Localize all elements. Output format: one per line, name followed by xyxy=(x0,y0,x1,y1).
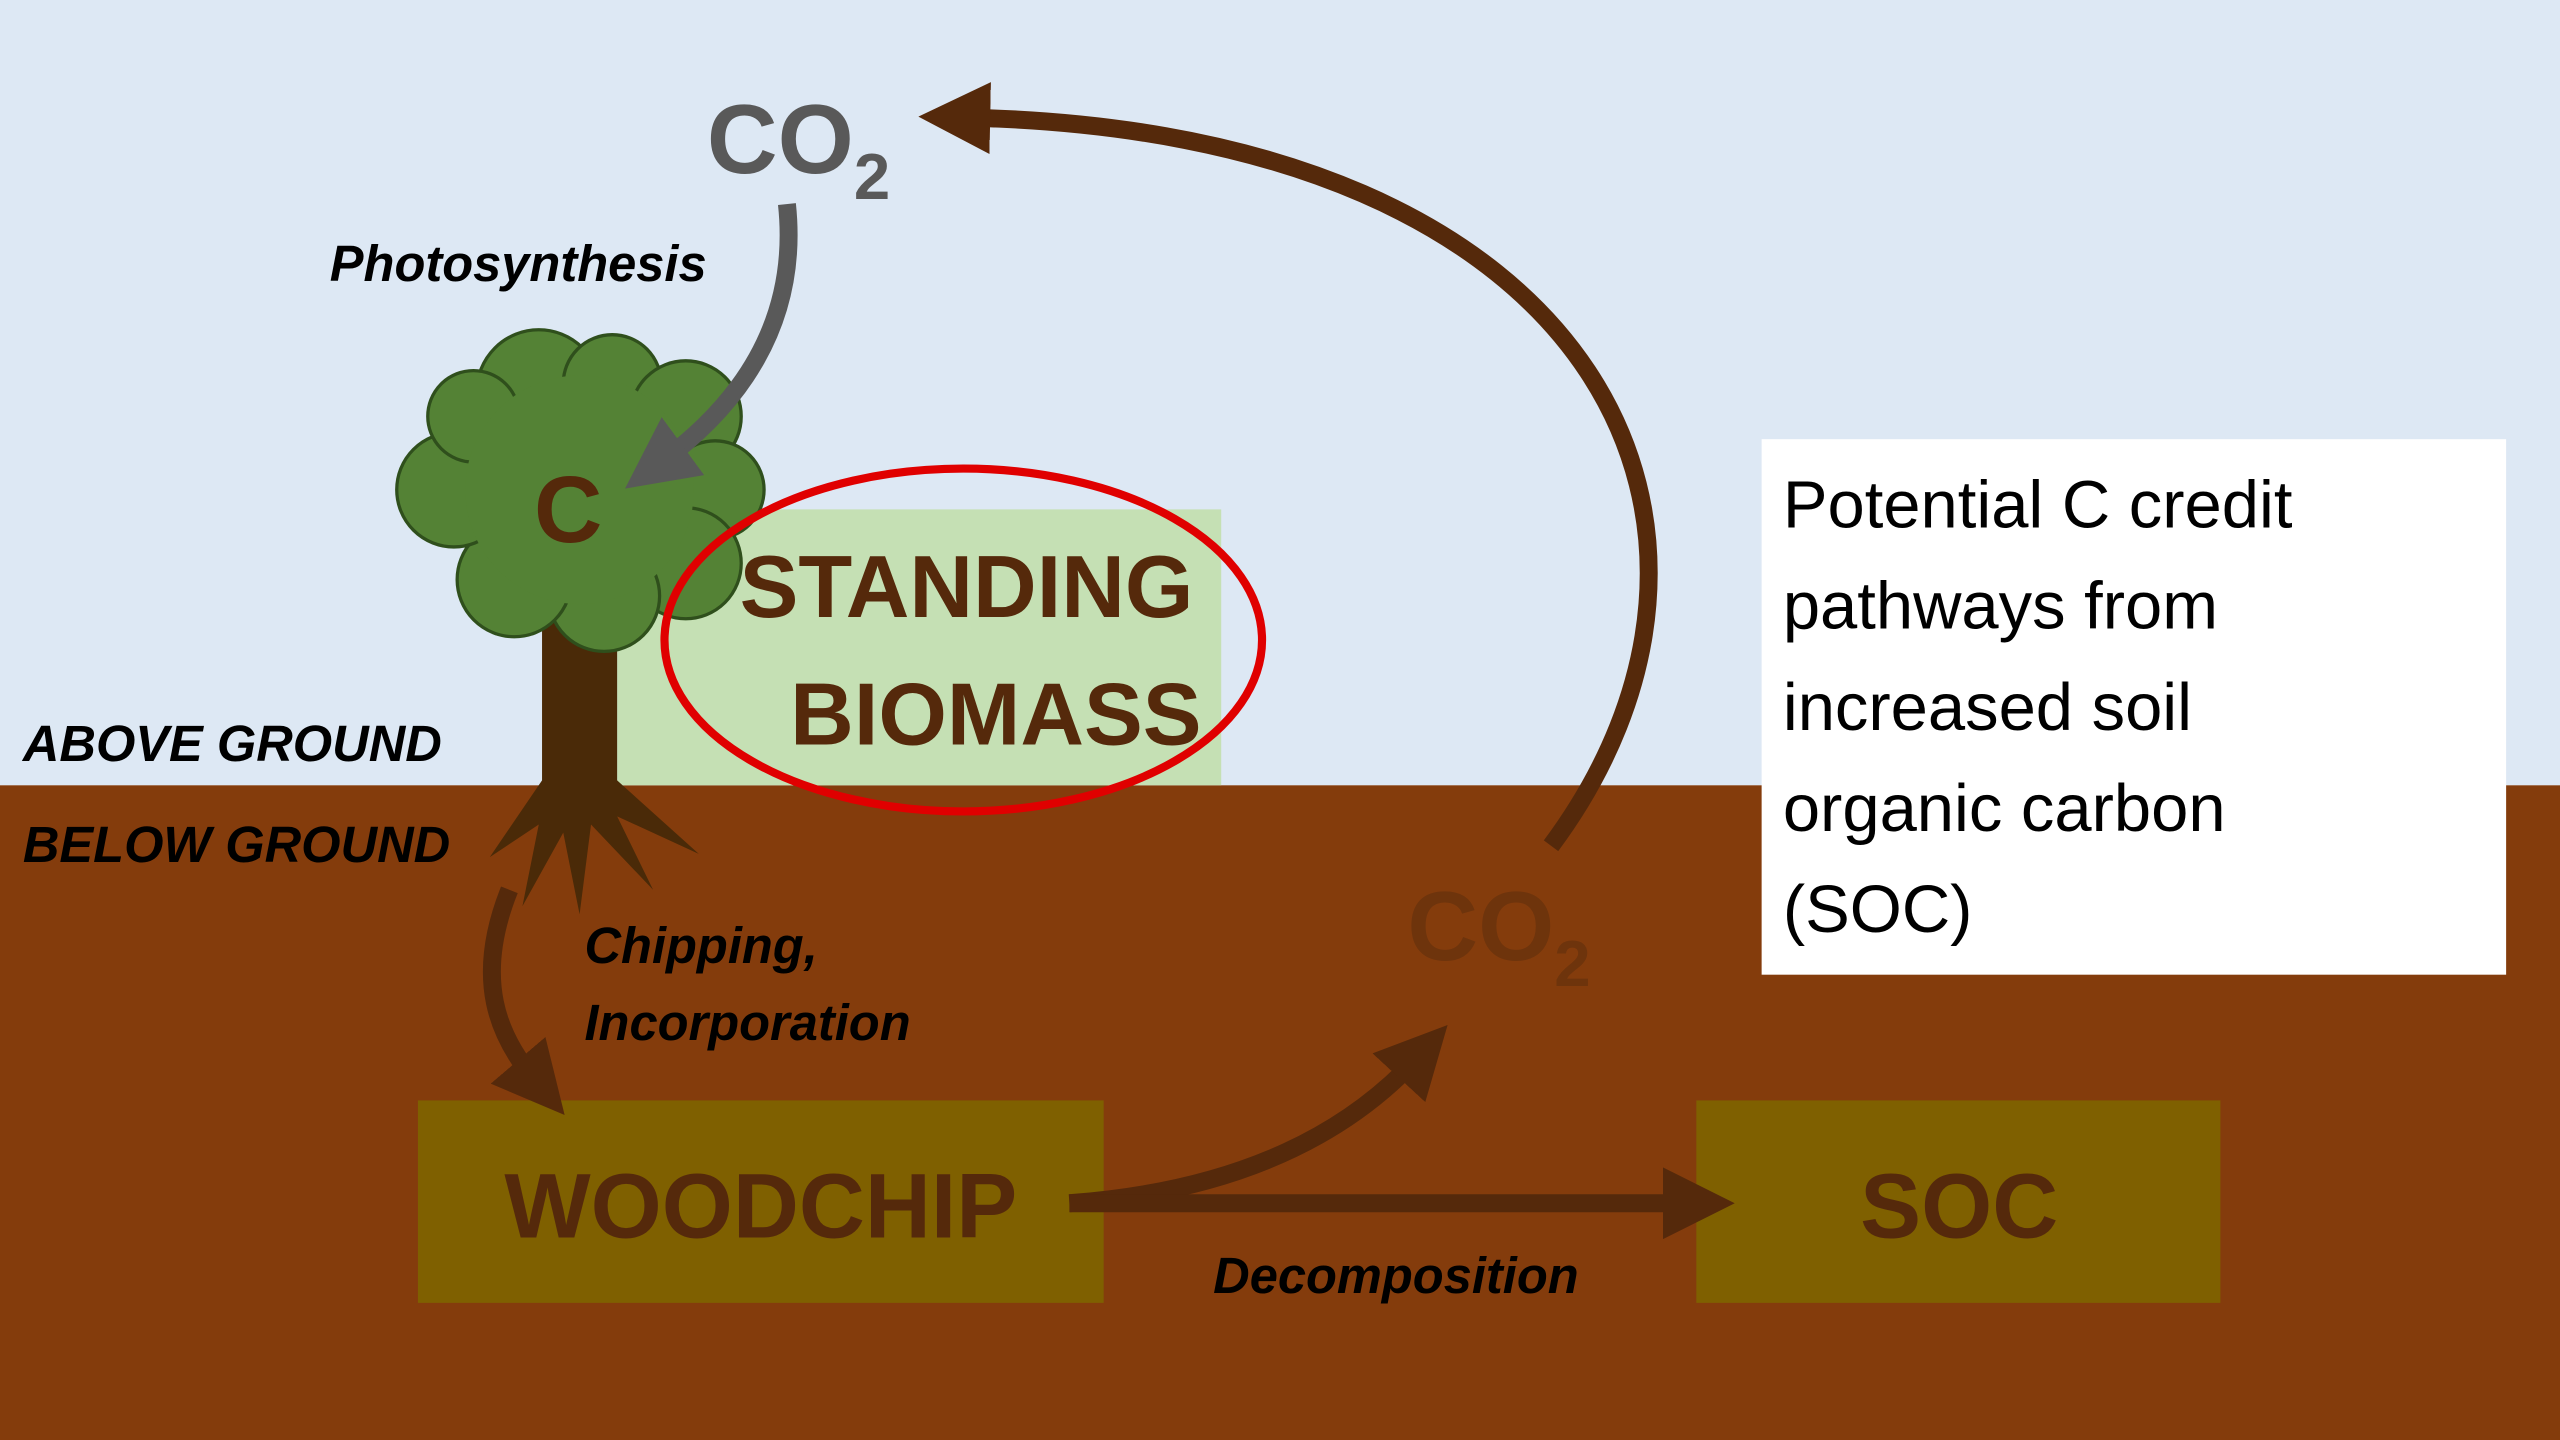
note-line: pathways from xyxy=(1783,569,2218,644)
note-text: Potential C credit pathways from increas… xyxy=(1783,467,2293,947)
roots xyxy=(489,780,699,915)
co2-label: CO2 xyxy=(707,84,890,213)
arrow xyxy=(482,886,565,1116)
woodchip-box xyxy=(417,1100,1104,1303)
woodchip-label: WOODCHIP xyxy=(504,1156,1017,1258)
note-box xyxy=(1761,439,2507,975)
note-line: increased soil xyxy=(1783,670,2192,745)
soc-label: SOC xyxy=(1860,1156,2058,1258)
soc-box xyxy=(1696,1100,2221,1303)
co2-sub: 2 xyxy=(854,140,890,213)
co2-main: CO xyxy=(1407,871,1554,981)
co2-soil-label: CO2 xyxy=(1407,871,1590,1000)
chipping-label: Chipping, xyxy=(584,917,817,974)
below-ground-label: BELOW GROUND xyxy=(23,816,450,873)
note-line: (SOC) xyxy=(1783,872,1973,947)
photosynthesis-label: Photosynthesis xyxy=(330,235,707,292)
highlight-ellipse xyxy=(660,464,1267,816)
arrow xyxy=(625,203,798,489)
co2-main: CO xyxy=(707,84,854,194)
chipping-label: Incorporation xyxy=(584,994,910,1051)
co2-sub: 2 xyxy=(1554,927,1590,1000)
above-ground-label: ABOVE GROUND xyxy=(21,715,442,772)
note-line: Potential C credit xyxy=(1783,467,2293,542)
biomass-label: BIOMASS xyxy=(790,664,1201,763)
carbon-label: C xyxy=(534,457,602,563)
biomass-label: STANDING xyxy=(740,537,1194,636)
arrow xyxy=(918,82,1658,852)
note-line: organic carbon xyxy=(1783,771,2226,846)
decomposition-label: Decomposition xyxy=(1213,1247,1579,1304)
